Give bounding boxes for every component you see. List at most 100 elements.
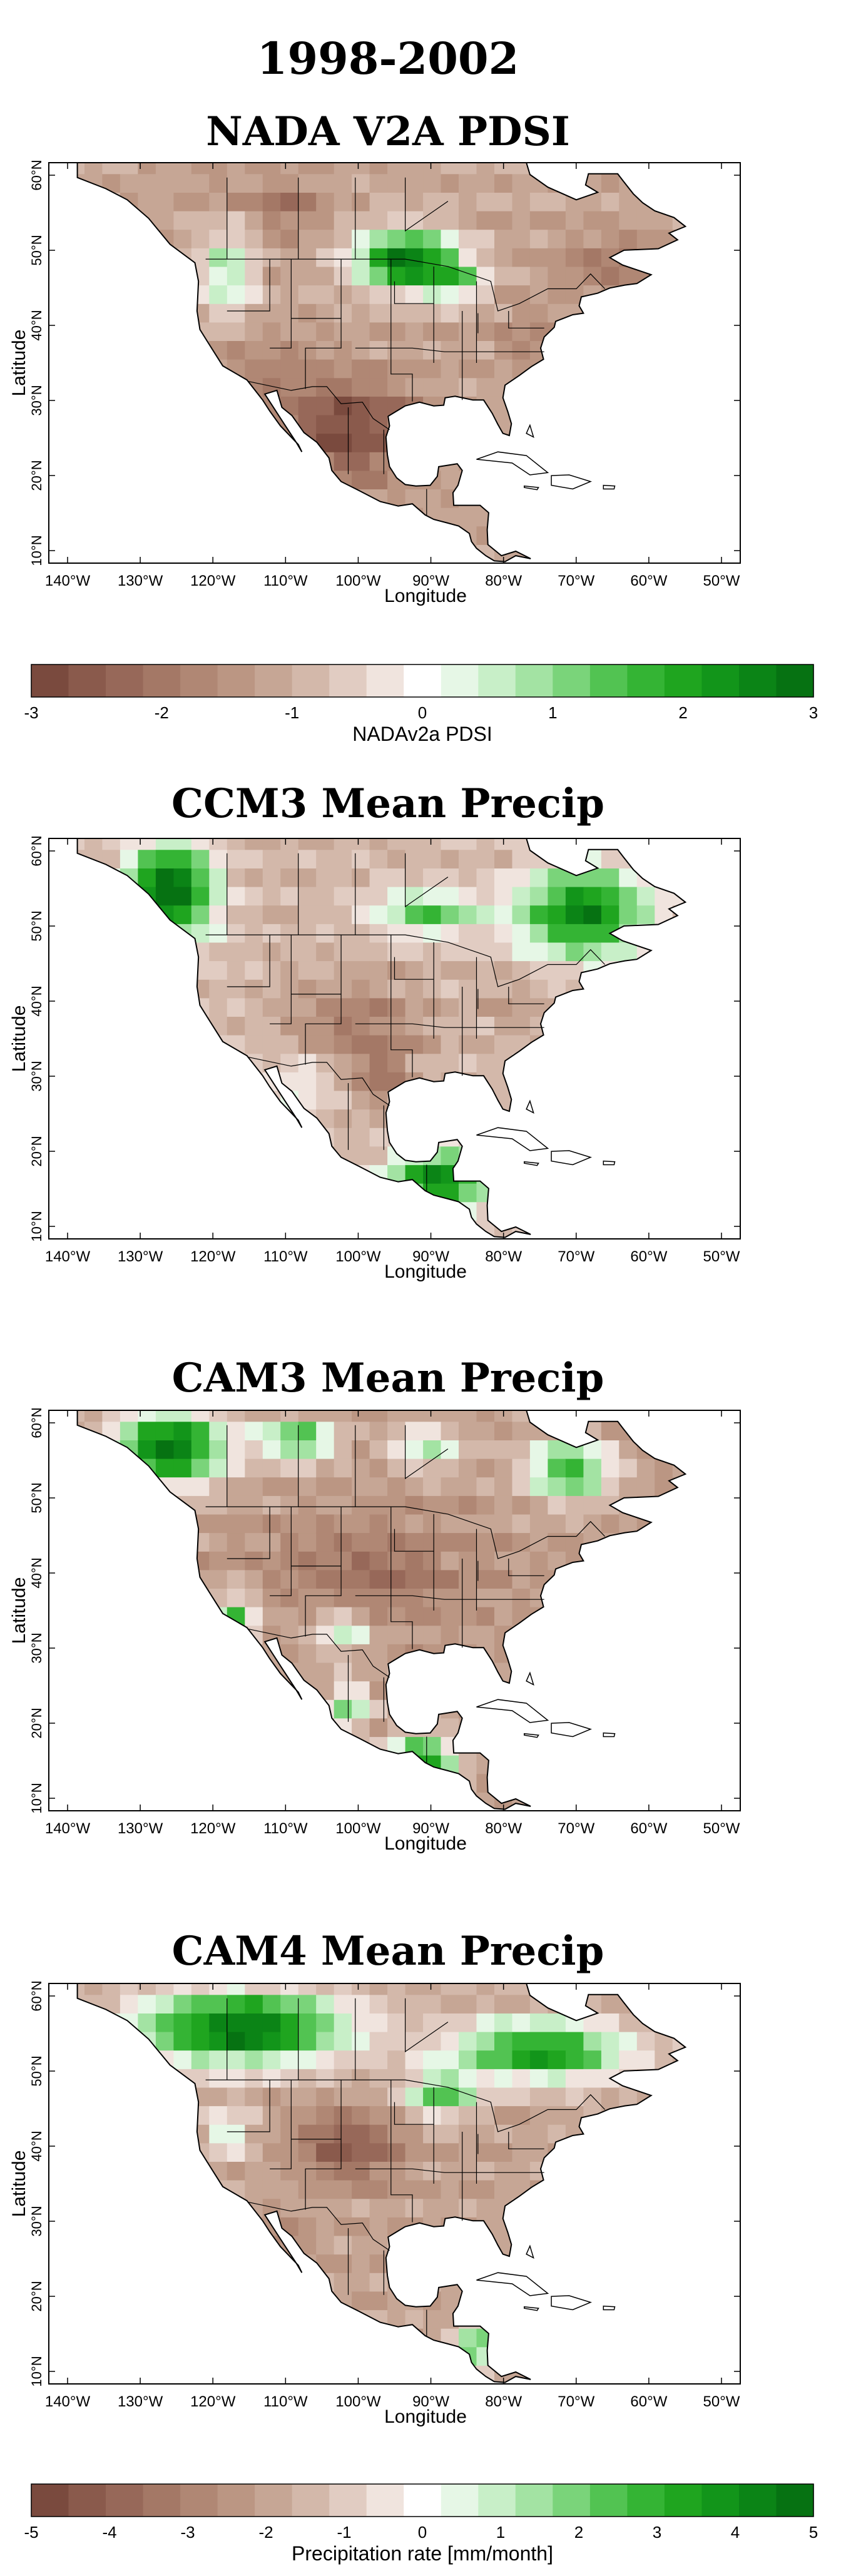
grid-cell [77,470,85,490]
grid-cell [227,2365,245,2383]
grid-cell [601,2124,619,2144]
grid-cell [49,2032,67,2050]
grid-cell [405,1477,424,1496]
grid-cell [138,849,156,868]
y-axis-label: Latitude [9,330,29,397]
grid-cell [191,2328,210,2348]
grid-cell [245,1773,263,1793]
grid-cell [369,2217,388,2236]
island-outline [476,1699,549,1723]
grid-cell [565,2142,584,2162]
grid-cell [548,1736,566,1756]
grid-cell [138,1109,156,1128]
grid-cell [565,248,584,267]
island-outline [603,1732,616,1738]
grid-cell [298,359,317,379]
grid-cell [672,1091,686,1110]
grid-cell [690,1440,708,1459]
grid-cell [601,868,619,887]
grid-cell [405,229,424,248]
grid-cell [280,377,299,397]
grid-cell [155,2124,174,2144]
grid-cell [690,1755,708,1774]
grid-cell [601,266,619,286]
grid-cell [387,1201,406,1221]
grid-cell [369,359,388,379]
grid-cell [441,1053,459,1072]
grid-cell [459,1994,477,2013]
grid-cell [77,2273,85,2292]
colorbar-segment [776,2484,814,2517]
grid-cell [245,1532,263,1552]
grid-cell [476,838,495,850]
grid-cell [102,1588,121,1607]
grid-cell [280,942,299,962]
grid-cell [245,1699,263,1719]
grid-cell [120,266,138,286]
grid-cell [245,1421,263,1440]
grid-cell [49,1220,67,1239]
grid-cell [565,1016,584,1036]
grid-cell [49,2050,67,2069]
grid-cell [173,868,192,887]
grid-cell [441,163,459,175]
grid-cell [102,2365,121,2383]
grid-cell [672,489,686,508]
x-tick-label: 140°W [45,1248,91,1265]
grid-cell [548,489,566,508]
grid-cell [191,340,210,360]
grid-cell [316,211,335,230]
grid-cell [77,1644,85,1663]
grid-cell [173,2291,192,2311]
grid-cell [77,1477,85,1496]
grid-cell [459,1016,477,1036]
grid-cell [690,192,708,211]
grid-cell [476,415,495,434]
grid-cell [84,1091,103,1110]
grid-cell [245,2087,263,2107]
grid-cell [227,415,245,434]
grid-cell [387,905,406,924]
island-outline [603,1160,616,1166]
grid-cell [102,1459,121,1478]
grid-cell [334,489,352,508]
grid-cell [601,997,619,1017]
grid-cell [245,2291,263,2311]
grid-cell [459,377,477,397]
grid-cell [476,2105,495,2125]
grid-cell [262,1994,281,2013]
border-line [205,934,606,987]
grid-cell [77,285,85,304]
grid-cell [529,526,548,545]
grid-cell [102,997,121,1017]
grid-cell [529,997,548,1017]
grid-cell [49,248,67,267]
grid-cell [352,1983,370,1995]
grid-cell [49,1995,67,2013]
colorbar-label: Precipitation rate [mm/month] [292,2542,553,2565]
grid-cell [708,267,726,285]
grid-cell [387,2236,406,2255]
grid-cell [298,849,317,868]
grid-cell [155,960,174,980]
grid-cell [548,544,566,562]
grid-cell [512,1495,531,1515]
grid-cell [138,1053,156,1072]
border-line [405,177,449,232]
grid-cell [529,1410,548,1422]
grid-cell [441,452,459,471]
grid-cell [690,2236,708,2254]
grid-cell [636,1773,655,1793]
grid-cell [262,838,281,850]
grid-cell [227,1681,245,1700]
grid-cell [191,285,210,304]
grid-cell [423,1662,442,1682]
grid-cell [565,1053,584,1072]
colorbar-segment [255,664,293,697]
grid-cell [601,415,619,434]
grid-cell [655,942,673,962]
grid-cell [387,2050,406,2069]
grid-cell [476,1514,495,1534]
grid-cell [173,1994,192,2013]
grid-cell [548,248,566,267]
